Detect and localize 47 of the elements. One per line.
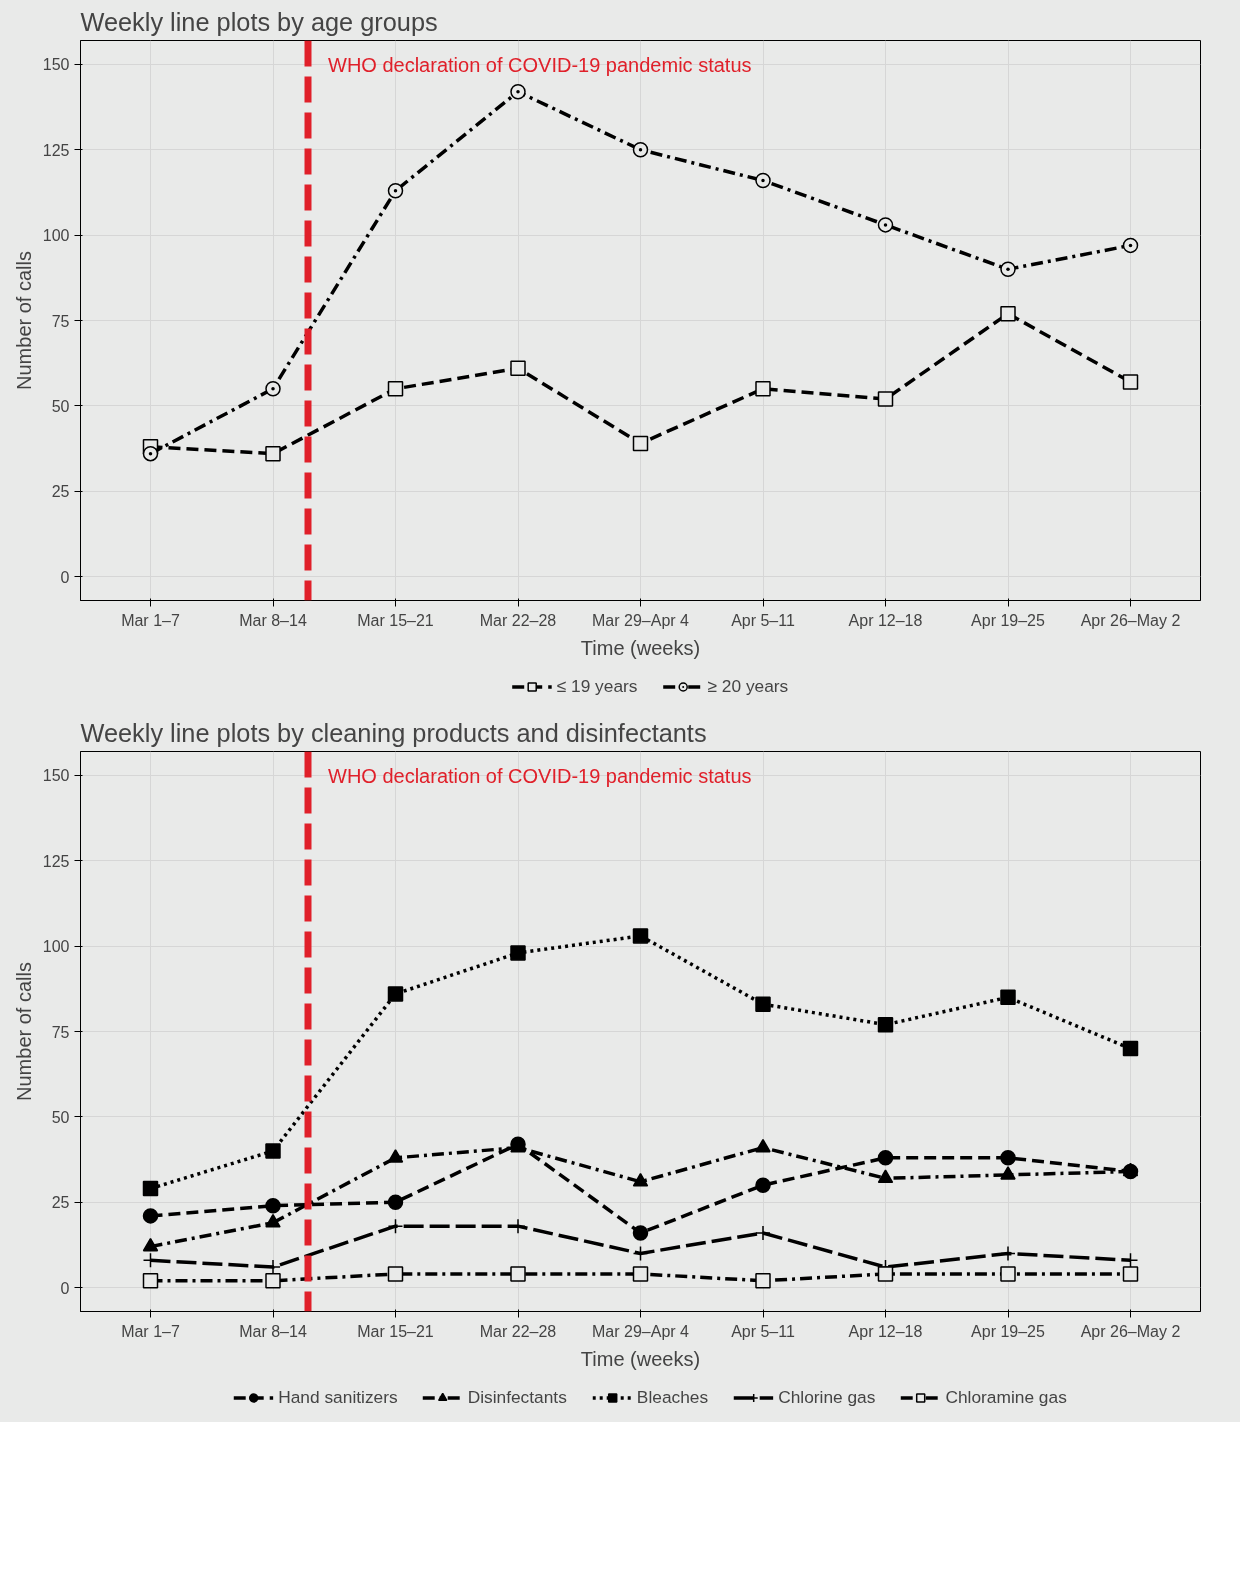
x-axis-title: Time (weeks) bbox=[580, 636, 701, 659]
legend-label: ≥ 20 years bbox=[707, 675, 789, 697]
y-tick-label: 25 bbox=[51, 1194, 70, 1212]
legend-label: Hand sanitizers bbox=[278, 1386, 398, 1408]
y-tick-label: 50 bbox=[51, 397, 70, 415]
y-tick-label: 125 bbox=[42, 852, 70, 870]
x-tick-label: Mar 15–21 bbox=[357, 1322, 434, 1340]
x-tick-label: Apr 12–18 bbox=[848, 1322, 923, 1340]
y-tick-label: 50 bbox=[51, 1108, 70, 1126]
y-tick-label: 125 bbox=[42, 141, 70, 159]
x-tick-label: Apr 5–11 bbox=[731, 611, 795, 629]
x-tick-label: Mar 1–7 bbox=[121, 611, 180, 629]
y-tick-label: 0 bbox=[60, 568, 70, 586]
x-tick-label: Mar 22–28 bbox=[479, 611, 557, 629]
x-tick-label: Mar 8–14 bbox=[239, 611, 307, 629]
x-tick-label: Apr 26–May 2 bbox=[1080, 1322, 1181, 1340]
y-tick-label: 75 bbox=[51, 1023, 70, 1041]
x-tick-label: Apr 19–25 bbox=[971, 1322, 1046, 1340]
y-tick-label: 75 bbox=[51, 312, 70, 330]
x-tick-label: Mar 22–28 bbox=[479, 1322, 557, 1340]
y-tick-label: 100 bbox=[42, 938, 70, 956]
y-tick-label: 150 bbox=[42, 56, 70, 74]
y-axis-title: Number of calls bbox=[12, 962, 35, 1101]
legend-label: Disinfectants bbox=[467, 1386, 567, 1408]
x-tick-label: Apr 19–25 bbox=[971, 611, 1046, 629]
legend-label: Bleaches bbox=[636, 1386, 709, 1408]
x-tick-label: Apr 26–May 2 bbox=[1080, 611, 1181, 629]
legend-label: ≤ 19 years bbox=[556, 675, 638, 697]
x-tick-label: Mar 1–7 bbox=[121, 1322, 180, 1340]
x-tick-label: Mar 15–21 bbox=[357, 611, 434, 629]
legend-label: Chlorine gas bbox=[778, 1386, 876, 1408]
y-tick-label: 150 bbox=[42, 767, 70, 785]
y-tick-label: 100 bbox=[42, 227, 70, 245]
ref-line-label: WHO declaration of COVID-19 pandemic status bbox=[328, 53, 752, 76]
chart-title: Weekly line plots by cleaning products and disinfectants bbox=[80, 718, 707, 747]
x-tick-label: Apr 12–18 bbox=[848, 611, 923, 629]
x-tick-label: Mar 8–14 bbox=[239, 1322, 307, 1340]
y-axis-title: Number of calls bbox=[12, 251, 35, 390]
x-tick-label: Mar 29–Apr 4 bbox=[592, 1322, 690, 1340]
x-tick-label: Apr 5–11 bbox=[731, 1322, 795, 1340]
ref-line-label: WHO declaration of COVID-19 pandemic status bbox=[328, 764, 752, 787]
y-tick-label: 25 bbox=[51, 483, 70, 501]
chart-title: Weekly line plots by age groups bbox=[80, 7, 438, 36]
x-axis-title: Time (weeks) bbox=[580, 1347, 701, 1370]
x-tick-label: Mar 29–Apr 4 bbox=[592, 611, 690, 629]
y-tick-label: 0 bbox=[60, 1279, 70, 1297]
legend-label: Chloramine gas bbox=[945, 1386, 1067, 1408]
